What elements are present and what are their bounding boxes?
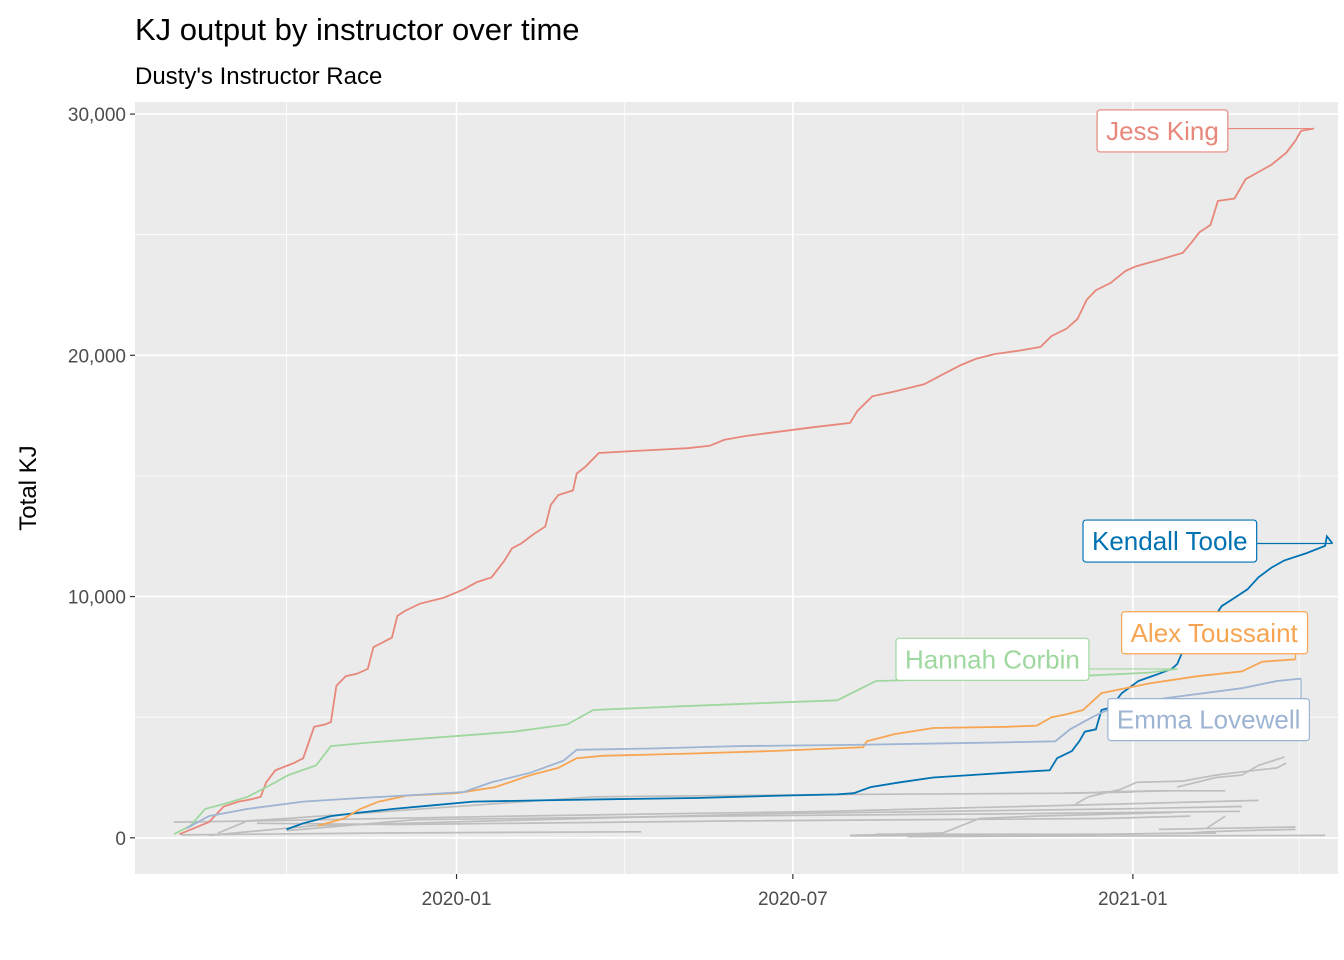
series-label-box (1096, 109, 1229, 153)
background-series-line (286, 810, 1241, 832)
series-label-box (1082, 519, 1258, 563)
y-tick-label: 0 (115, 829, 126, 850)
y-tick-label: 20,000 (68, 346, 126, 367)
series-line-jess-king (179, 127, 1315, 836)
series-label-alex-toussaint: Alex Toussaint (1131, 618, 1299, 648)
series-label-kendall-toole: Kendall Toole (1092, 526, 1248, 556)
y-tick-label: 10,000 (68, 588, 126, 609)
series-labels: Jess King Kendall Toole Alex Toussaint Hann… (895, 109, 1333, 742)
background-series-line (256, 815, 1191, 826)
x-axis: 2020-01 2020-07 2021-01 (422, 874, 1168, 910)
series-label-box (1107, 697, 1311, 742)
background-series-line (1176, 756, 1285, 788)
series-label-box (895, 637, 1090, 681)
x-tick-label: 2020-01 (422, 889, 492, 910)
background-series-line (1158, 826, 1296, 831)
series-label-emma-lovewell: Emma Lovewell (1117, 705, 1301, 735)
background-series-line (1206, 815, 1226, 829)
series-line-kendall-toole (286, 534, 1334, 831)
background-series-line (173, 799, 1259, 823)
x-tick-label: 2020-07 (758, 889, 828, 910)
series-label-jess-king: Jess King (1106, 116, 1219, 146)
background-series (173, 756, 1326, 838)
y-axis: 0 10,000 20,000 30,000 (68, 105, 135, 850)
x-tick-label: 2021-01 (1098, 889, 1168, 910)
chart-title: KJ output by instructor over time (135, 12, 580, 47)
y-axis-label: Total KJ (15, 445, 42, 530)
plot-panel (135, 102, 1338, 874)
y-tick-label: 30,000 (68, 105, 126, 126)
background-series-line (181, 830, 642, 836)
background-series-line (1075, 762, 1287, 805)
minor-gridlines (135, 102, 1338, 874)
series-label-hannah-corbin: Hannah Corbin (905, 644, 1080, 674)
background-series-line (907, 834, 1326, 838)
chart-subtitle: Dusty's Instructor Race (135, 63, 382, 90)
series-label-box (1121, 611, 1309, 655)
background-series-line (1064, 789, 1169, 795)
background-series-line (876, 832, 1217, 836)
